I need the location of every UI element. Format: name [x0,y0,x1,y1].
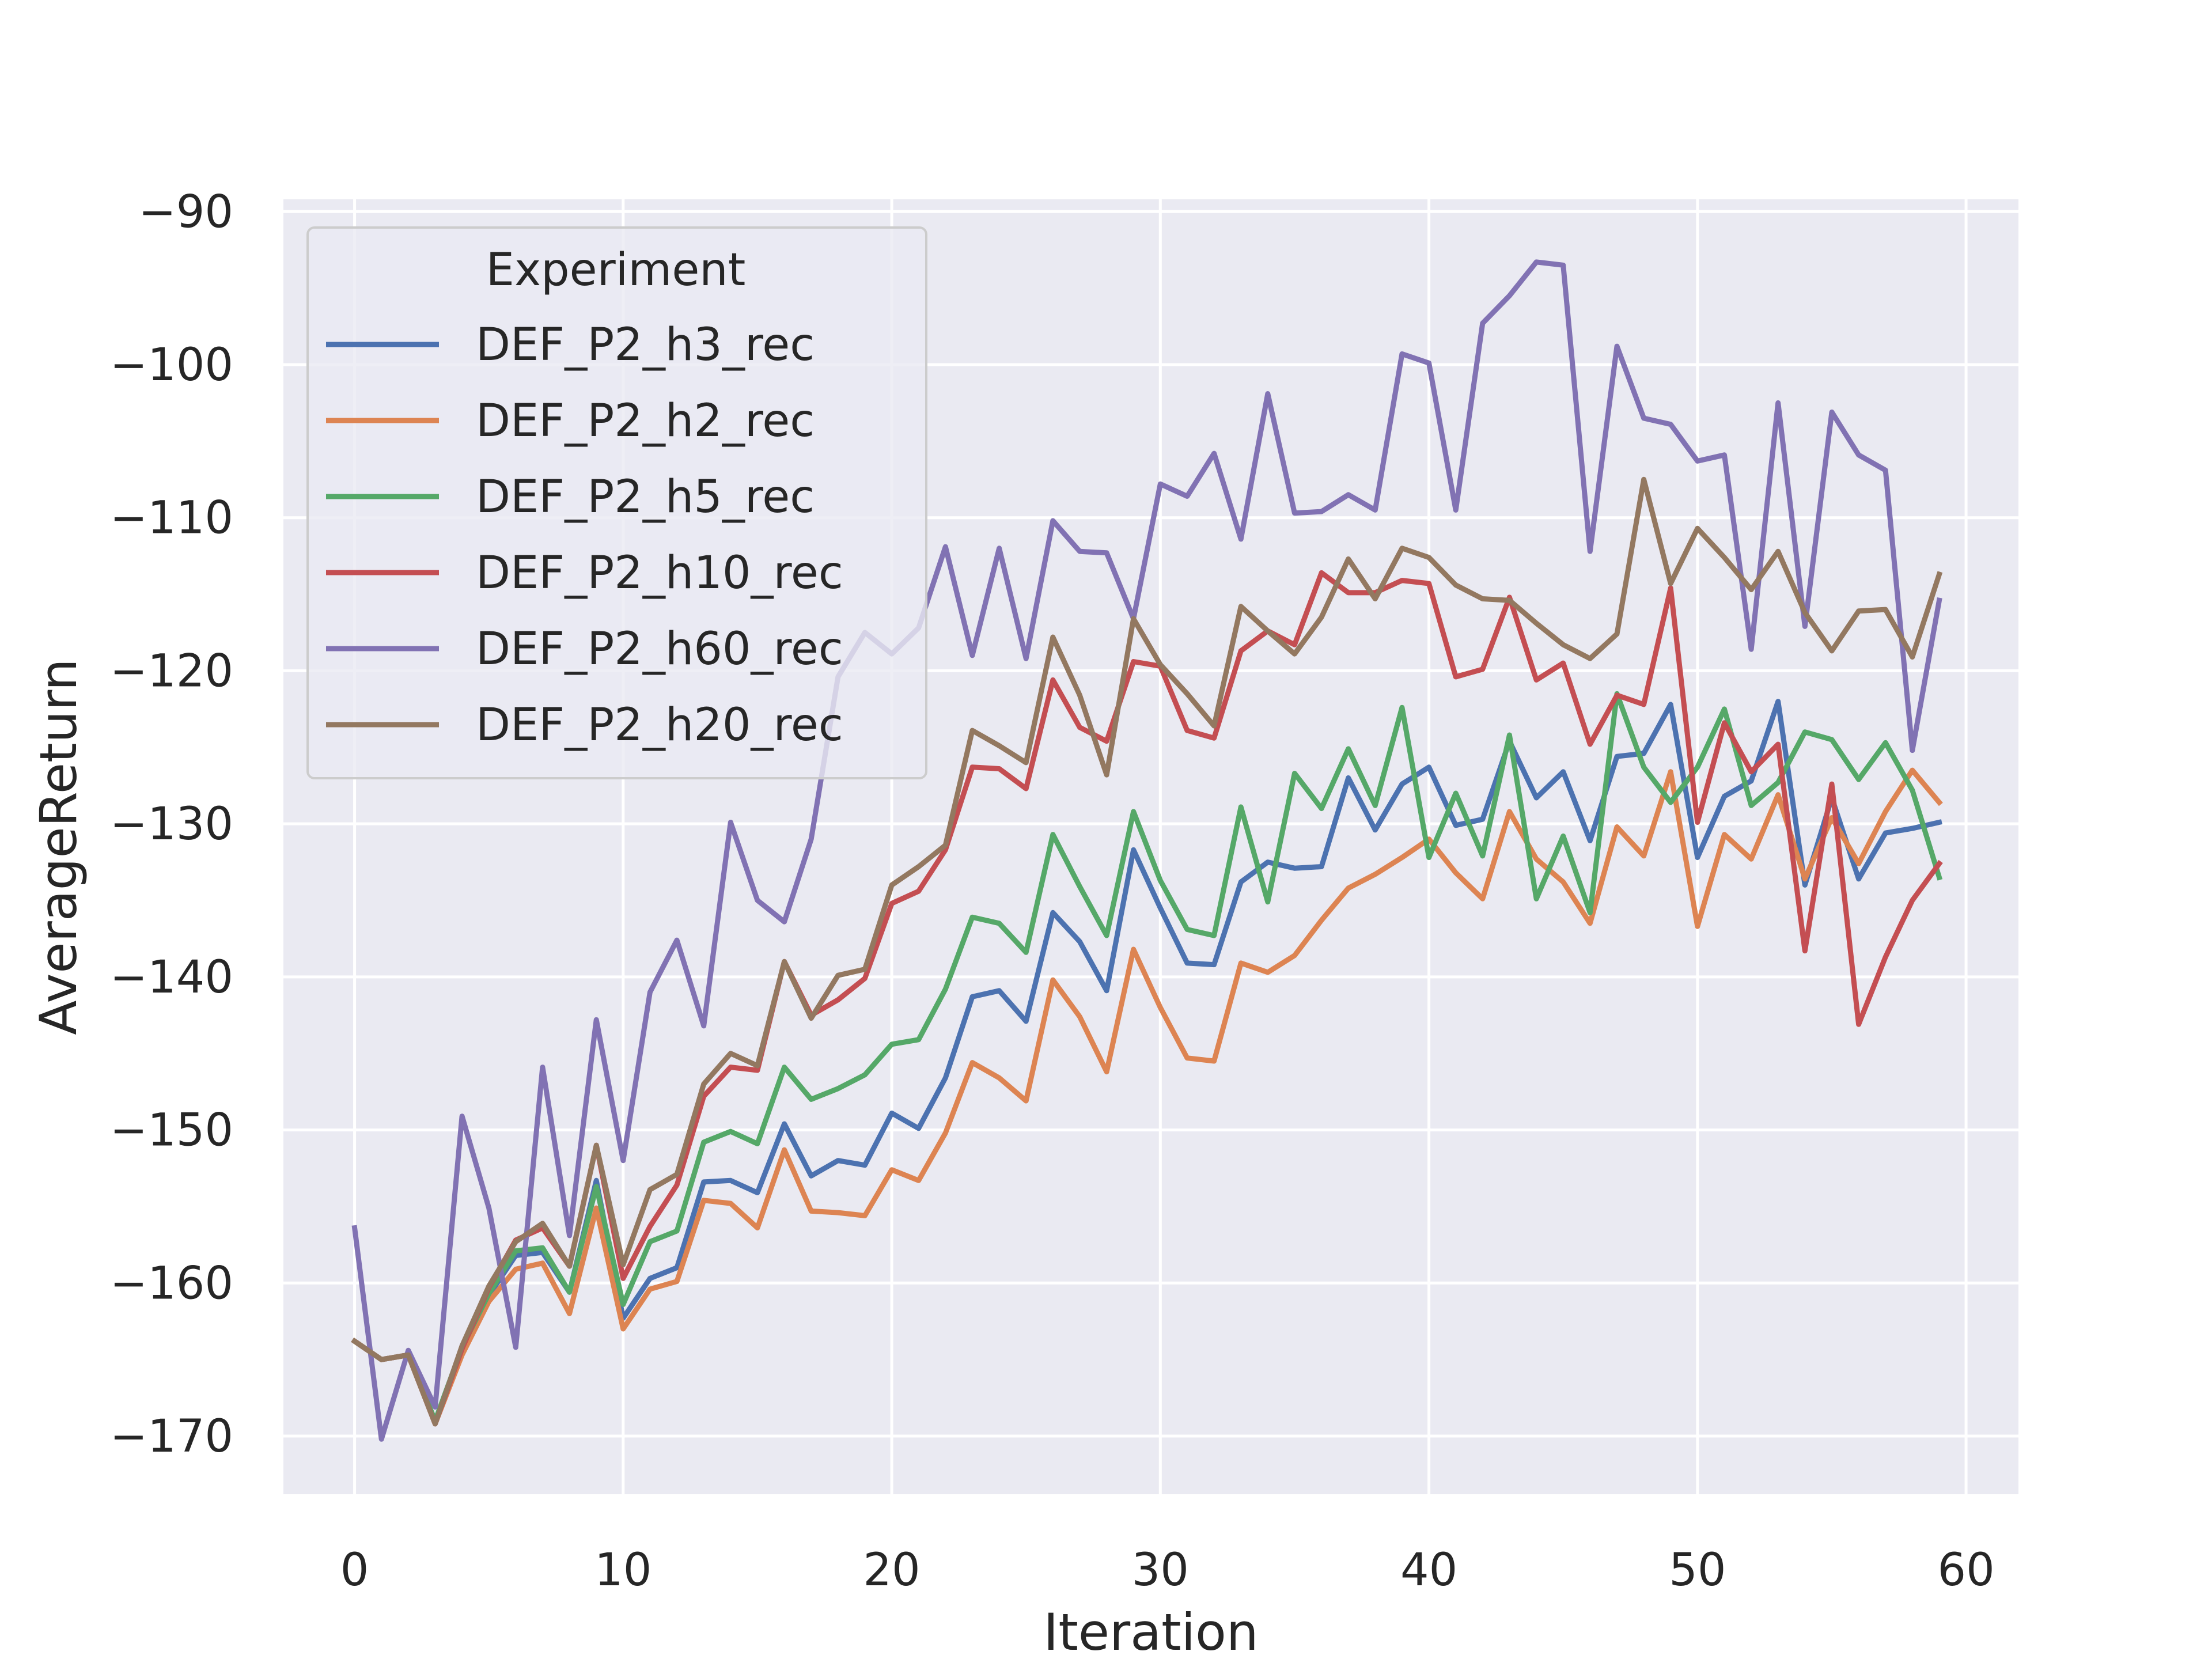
legend-title: Experiment [486,244,746,296]
legend-label-def-p2-h10-rec: DEF_P2_h10_rec [476,547,843,599]
y-tick-label: −120 [110,645,233,697]
legend-box [306,226,927,779]
y-tick-label: −150 [110,1105,233,1157]
legend-label-def-p2-h20-rec: DEF_P2_h20_rec [476,699,843,751]
x-tick-label: 50 [1669,1544,1726,1596]
x-axis-title: Iteration [1043,1603,1258,1659]
x-tick-label: 60 [1937,1544,1994,1596]
y-tick-label: −160 [110,1257,233,1309]
y-tick-label: −140 [110,952,233,1003]
x-tick-label: 30 [1132,1544,1189,1596]
legend-entries: DEF_P2_h3_rec DEF_P2_h2_rec DEF_P2_h5_rec D… [326,319,843,751]
x-tick-label: 10 [594,1544,652,1596]
legend-label-def-p2-h3-rec: DEF_P2_h3_rec [476,319,815,371]
series-line-def-p2-h20-rec [351,476,1943,1427]
legend-label-def-p2-h60-rec: DEF_P2_h60_rec [476,623,843,675]
series-lines [351,259,1943,1442]
legend-label-def-p2-h5-rec: DEF_P2_h5_rec [476,471,815,523]
tick-labels: 0 10 20 30 40 50 60 −170 −160 −150 −140 −130 −120 −11… [110,186,1995,1596]
x-tick-label: 0 [340,1544,369,1596]
legend: Experiment DEF_P2_h3_recDEF_P2_h2_recDEF… [306,226,927,779]
series-line-def-p2-h60-rec [351,259,1942,1442]
x-tick-label: 40 [1400,1544,1457,1596]
y-tick-label: −110 [110,493,233,544]
y-tick-label: −90 [138,186,233,238]
legend-label-def-p2-h2-rec: DEF_P2_h2_rec [476,395,815,447]
y-tick-label: −170 [110,1411,233,1463]
y-axis-title: AverageReturn [29,658,88,1035]
series-line-def-p2-h5-rec [351,691,1943,1423]
x-tick-label: 20 [863,1544,920,1596]
y-tick-label: −130 [110,798,233,850]
y-tick-label: −100 [110,339,233,391]
